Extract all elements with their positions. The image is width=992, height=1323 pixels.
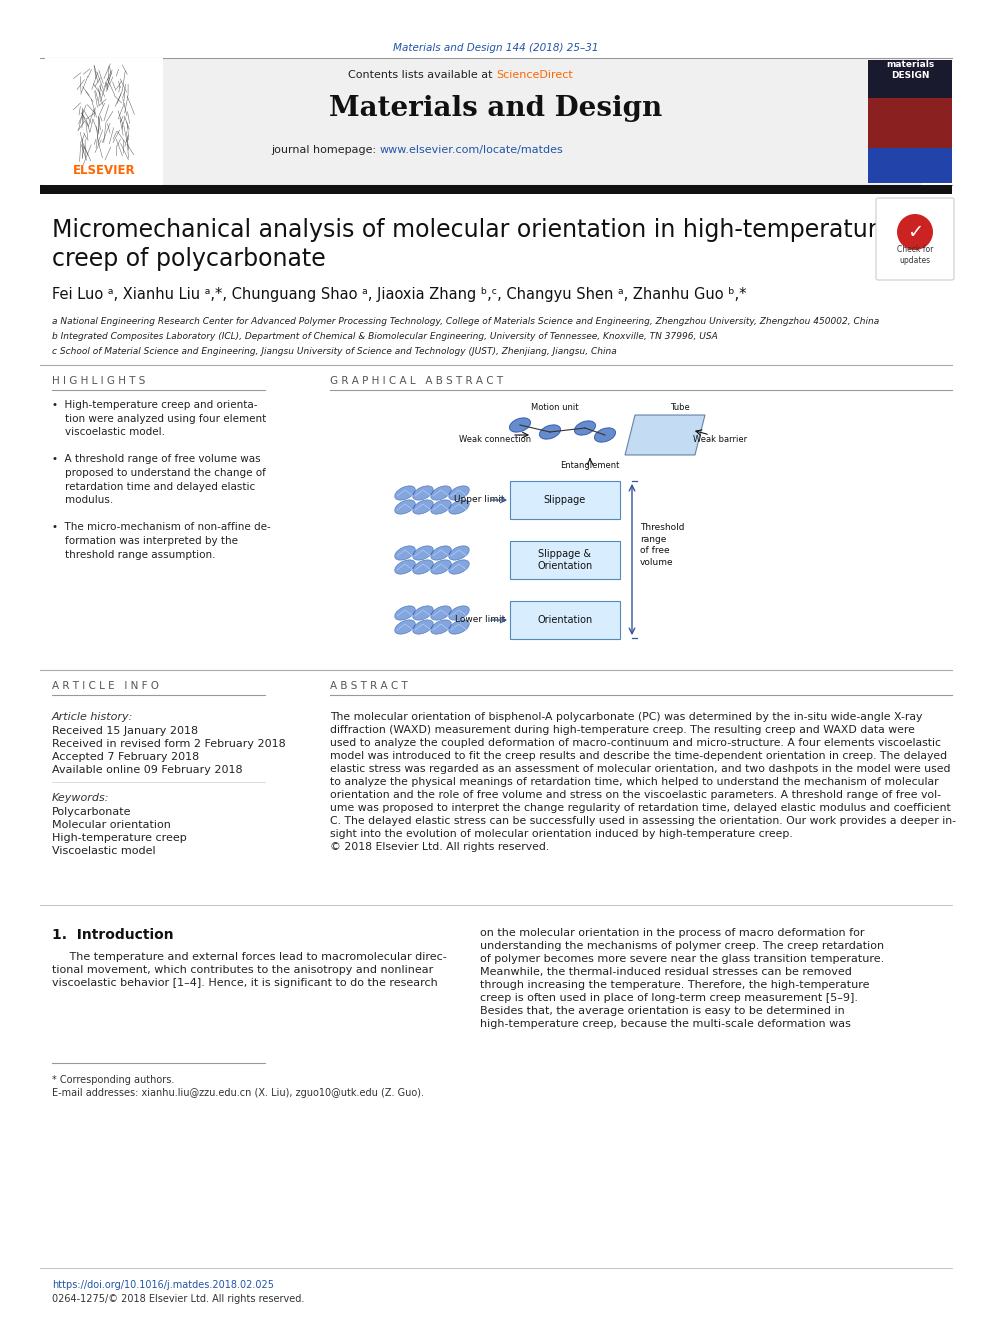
Ellipse shape <box>413 500 434 515</box>
Text: H I G H L I G H T S: H I G H L I G H T S <box>52 376 146 386</box>
Ellipse shape <box>448 620 469 634</box>
Text: Threshold
range
of free
volume: Threshold range of free volume <box>640 523 684 568</box>
Text: Materials and Design 144 (2018) 25–31: Materials and Design 144 (2018) 25–31 <box>393 44 599 53</box>
Text: The molecular orientation of bisphenol-A polycarbonate (PC) was determined by th: The molecular orientation of bisphenol-A… <box>330 712 956 852</box>
Ellipse shape <box>395 560 416 574</box>
Ellipse shape <box>395 546 416 560</box>
Bar <box>65 58 922 185</box>
Text: Tube: Tube <box>671 402 689 411</box>
Ellipse shape <box>540 425 560 439</box>
Text: Received in revised form 2 February 2018: Received in revised form 2 February 2018 <box>52 740 286 749</box>
Text: Orientation: Orientation <box>538 615 592 624</box>
Text: Available online 09 February 2018: Available online 09 February 2018 <box>52 765 243 775</box>
Polygon shape <box>625 415 705 455</box>
Ellipse shape <box>510 418 531 433</box>
Text: A B S T R A C T: A B S T R A C T <box>330 681 408 691</box>
Ellipse shape <box>413 560 434 574</box>
Text: a National Engineering Research Center for Advanced Polymer Processing Technolog: a National Engineering Research Center f… <box>52 318 879 325</box>
Bar <box>868 98 952 148</box>
Ellipse shape <box>431 486 451 500</box>
Circle shape <box>897 214 933 250</box>
Text: on the molecular orientation in the process of macro deformation for
understandi: on the molecular orientation in the proc… <box>480 927 884 1029</box>
Text: •  High-temperature creep and orienta-
    tion were analyzed using four element: • High-temperature creep and orienta- ti… <box>52 400 271 560</box>
Text: 1.  Introduction: 1. Introduction <box>52 927 174 942</box>
Text: A R T I C L E   I N F O: A R T I C L E I N F O <box>52 681 159 691</box>
Text: E-mail addresses: xianhu.liu@zzu.edu.cn (X. Liu), zguo10@utk.edu (Z. Guo).: E-mail addresses: xianhu.liu@zzu.edu.cn … <box>52 1088 424 1098</box>
Text: The temperature and external forces lead to macromolecular direc-
tional movemen: The temperature and external forces lead… <box>52 953 446 988</box>
Text: ✓: ✓ <box>907 222 924 242</box>
Text: Received 15 January 2018: Received 15 January 2018 <box>52 726 198 736</box>
Ellipse shape <box>413 620 434 634</box>
Text: Polycarbonate: Polycarbonate <box>52 807 132 818</box>
Ellipse shape <box>413 606 434 620</box>
Ellipse shape <box>395 606 416 620</box>
Text: ELSEVIER: ELSEVIER <box>72 164 135 177</box>
Text: www.elsevier.com/locate/matdes: www.elsevier.com/locate/matdes <box>380 146 563 155</box>
Bar <box>40 185 952 194</box>
Ellipse shape <box>448 606 469 620</box>
Bar <box>45 58 163 185</box>
Text: c School of Material Science and Engineering, Jiangsu University of Science and : c School of Material Science and Enginee… <box>52 347 617 356</box>
Text: ScienceDirect: ScienceDirect <box>496 70 572 79</box>
Ellipse shape <box>413 486 434 500</box>
Text: High-temperature creep: High-temperature creep <box>52 833 186 843</box>
Text: Lower limit: Lower limit <box>454 615 505 624</box>
Text: Slippage &
Orientation: Slippage & Orientation <box>538 549 592 572</box>
Bar <box>510 482 620 519</box>
Text: Accepted 7 February 2018: Accepted 7 February 2018 <box>52 751 199 762</box>
Text: Contents lists available at: Contents lists available at <box>348 70 496 79</box>
Ellipse shape <box>574 421 595 435</box>
Ellipse shape <box>431 546 451 560</box>
Text: Molecular orientation: Molecular orientation <box>52 820 171 830</box>
Text: Article history:: Article history: <box>52 712 133 722</box>
Ellipse shape <box>448 486 469 500</box>
Ellipse shape <box>431 560 451 574</box>
Bar <box>510 601 620 639</box>
Ellipse shape <box>431 500 451 515</box>
Text: * Corresponding authors.: * Corresponding authors. <box>52 1076 175 1085</box>
Ellipse shape <box>431 620 451 634</box>
Text: Entanglement: Entanglement <box>560 462 620 471</box>
Text: Fei Luo ᵃ, Xianhu Liu ᵃ,*, Chunguang Shao ᵃ, Jiaoxia Zhang ᵇ,ᶜ, Changyu Shen ᵃ, : Fei Luo ᵃ, Xianhu Liu ᵃ,*, Chunguang Sha… <box>52 287 747 302</box>
Text: Upper limit: Upper limit <box>454 496 505 504</box>
Ellipse shape <box>448 546 469 560</box>
Ellipse shape <box>448 500 469 515</box>
Ellipse shape <box>594 427 616 442</box>
Text: journal homepage:: journal homepage: <box>272 146 380 155</box>
Bar <box>510 541 620 579</box>
Text: Materials and Design: Materials and Design <box>329 94 663 122</box>
Text: 0264-1275/© 2018 Elsevier Ltd. All rights reserved.: 0264-1275/© 2018 Elsevier Ltd. All right… <box>52 1294 305 1304</box>
Text: Slippage: Slippage <box>544 495 586 505</box>
Text: materials
DESIGN: materials DESIGN <box>886 61 934 79</box>
Text: Weak barrier: Weak barrier <box>693 435 747 445</box>
Text: Check for
updates: Check for updates <box>897 245 933 265</box>
Text: Motion unit: Motion unit <box>532 402 578 411</box>
Text: https://doi.org/10.1016/j.matdes.2018.02.025: https://doi.org/10.1016/j.matdes.2018.02… <box>52 1279 274 1290</box>
Text: Weak connection: Weak connection <box>459 435 531 445</box>
FancyBboxPatch shape <box>876 198 954 280</box>
Ellipse shape <box>395 620 416 634</box>
Text: G R A P H I C A L   A B S T R A C T: G R A P H I C A L A B S T R A C T <box>330 376 503 386</box>
Text: Keywords:: Keywords: <box>52 792 109 803</box>
Bar <box>868 60 952 183</box>
Ellipse shape <box>395 500 416 515</box>
Text: Micromechanical analysis of molecular orientation in high-temperature
creep of p: Micromechanical analysis of molecular or… <box>52 218 892 271</box>
Bar <box>868 148 952 183</box>
Text: b Integrated Composites Laboratory (ICL), Department of Chemical & Biomolecular : b Integrated Composites Laboratory (ICL)… <box>52 332 718 341</box>
Ellipse shape <box>431 606 451 620</box>
Ellipse shape <box>448 560 469 574</box>
Text: Viscoelastic model: Viscoelastic model <box>52 845 156 856</box>
Ellipse shape <box>395 486 416 500</box>
Ellipse shape <box>413 546 434 560</box>
